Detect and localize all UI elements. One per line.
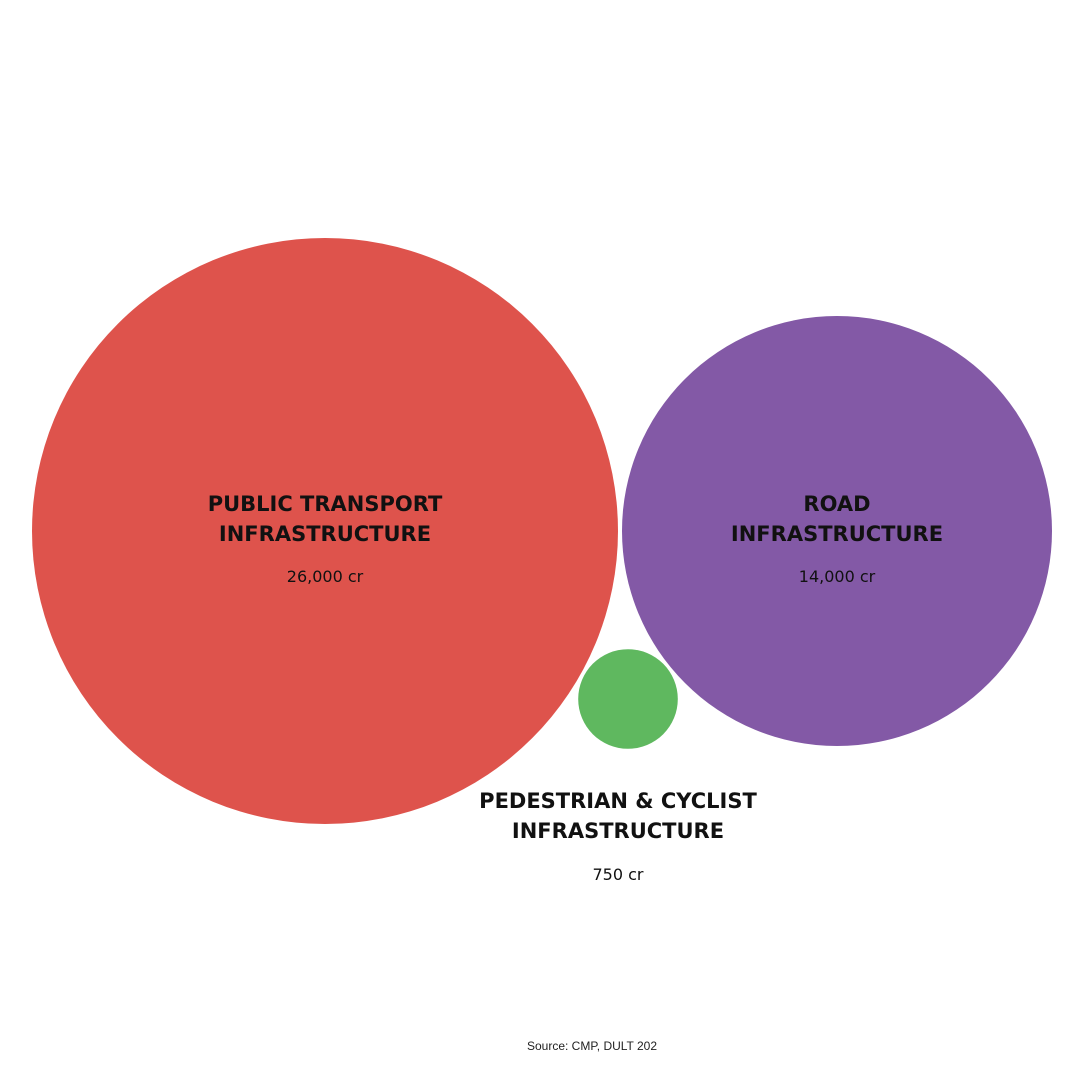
value-label-road: 14,000 cr	[799, 567, 876, 586]
category-label-line: INFRASTRUCTURE	[731, 522, 943, 546]
bubble-public-transport	[32, 238, 618, 824]
category-label-line: PUBLIC TRANSPORT	[208, 492, 443, 516]
bubble-pedestrian-cyclist	[578, 649, 678, 749]
category-label-line: ROAD	[803, 492, 870, 516]
label-group: PUBLIC TRANSPORT INFRASTRUCTURE 26,000 cr R…	[208, 492, 943, 884]
category-label-line: PEDESTRIAN & CYCLIST	[479, 789, 757, 813]
category-label-public-transport: PUBLIC TRANSPORT INFRASTRUCTURE	[208, 492, 443, 546]
bubble-group	[32, 238, 1052, 824]
value-label-public-transport: 26,000 cr	[287, 567, 364, 586]
category-label-line: INFRASTRUCTURE	[219, 522, 431, 546]
value-label-pedestrian-cyclist: 750 cr	[593, 865, 644, 884]
category-label-line: INFRASTRUCTURE	[512, 819, 724, 843]
source-text: Source: CMP, DULT 202	[526, 1039, 658, 1053]
source-note: Source: CMP, DULT 202	[0, 1039, 1080, 1053]
category-label-road: ROAD INFRASTRUCTURE	[731, 492, 943, 546]
category-label-pedestrian-cyclist: PEDESTRIAN & CYCLIST INFRASTRUCTURE	[479, 789, 757, 843]
bubble-road	[622, 316, 1052, 746]
